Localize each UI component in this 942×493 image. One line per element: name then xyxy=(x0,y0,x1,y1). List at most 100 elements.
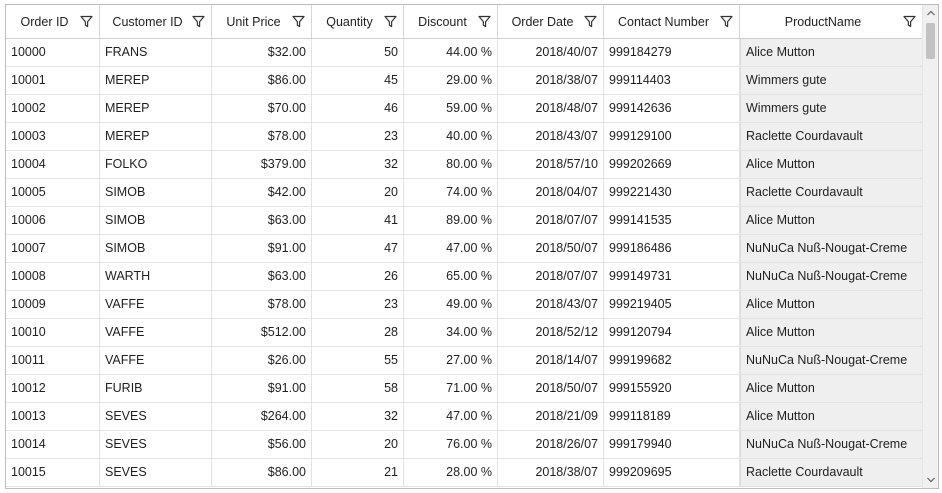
cell-product-name[interactable]: Alice Mutton xyxy=(740,151,922,178)
cell-quantity[interactable]: 58 xyxy=(312,375,404,402)
cell-quantity[interactable]: 47 xyxy=(312,235,404,262)
cell-contact-number[interactable]: 999199682 xyxy=(604,347,740,374)
cell-order-date[interactable]: 2018/07/07 xyxy=(498,207,604,234)
cell-quantity[interactable]: 46 xyxy=(312,95,404,122)
cell-unit-price[interactable]: $512.00 xyxy=(212,319,312,346)
cell-order-date[interactable]: 2018/43/07 xyxy=(498,291,604,318)
cell-product-name[interactable]: Alice Mutton xyxy=(740,39,922,66)
cell-customer-id[interactable]: SEVES xyxy=(100,403,212,430)
cell-order-date[interactable]: 2018/50/07 xyxy=(498,375,604,402)
cell-product-name[interactable]: Alice Mutton xyxy=(740,375,922,402)
cell-order-date[interactable]: 2018/48/07 xyxy=(498,95,604,122)
cell-contact-number[interactable]: 999129100 xyxy=(604,123,740,150)
table-row[interactable]: 10007 SIMOB $91.00 47 47.00 % 2018/50/07 99918… xyxy=(6,235,922,263)
cell-product-name[interactable]: NuNuCa Nuß-Nougat-Creme xyxy=(740,431,922,458)
cell-order-date[interactable]: 2018/57/10 xyxy=(498,151,604,178)
cell-order-id[interactable]: 10009 xyxy=(6,291,100,318)
cell-unit-price[interactable]: $63.00 xyxy=(212,263,312,290)
column-header-unit-price[interactable]: Unit Price xyxy=(212,5,312,38)
cell-order-id[interactable]: 10000 xyxy=(6,39,100,66)
cell-order-date[interactable]: 2018/14/07 xyxy=(498,347,604,374)
table-row[interactable]: 10014 SEVES $56.00 20 76.00 % 2018/26/07 99917… xyxy=(6,431,922,459)
cell-customer-id[interactable]: MEREP xyxy=(100,67,212,94)
cell-contact-number[interactable]: 999155920 xyxy=(604,375,740,402)
cell-quantity[interactable]: 26 xyxy=(312,263,404,290)
cell-order-id[interactable]: 10010 xyxy=(6,319,100,346)
cell-product-name[interactable]: Alice Mutton xyxy=(740,207,922,234)
cell-order-id[interactable]: 10002 xyxy=(6,95,100,122)
cell-unit-price[interactable]: $70.00 xyxy=(212,95,312,122)
cell-quantity[interactable]: 28 xyxy=(312,319,404,346)
cell-contact-number[interactable]: 999179940 xyxy=(604,431,740,458)
cell-discount[interactable]: 28.00 % xyxy=(404,459,498,486)
cell-unit-price[interactable]: $78.00 xyxy=(212,291,312,318)
table-row[interactable]: 10000 FRANS $32.00 50 44.00 % 2018/40/07 99918… xyxy=(6,39,922,67)
table-row[interactable]: 10012 FURIB $91.00 58 71.00 % 2018/50/07 99915… xyxy=(6,375,922,403)
cell-order-id[interactable]: 10013 xyxy=(6,403,100,430)
cell-discount[interactable]: 76.00 % xyxy=(404,431,498,458)
cell-customer-id[interactable]: MEREP xyxy=(100,95,212,122)
cell-discount[interactable]: 89.00 % xyxy=(404,207,498,234)
cell-customer-id[interactable]: VAFFE xyxy=(100,319,212,346)
column-header-customer-id[interactable]: Customer ID xyxy=(100,5,212,38)
cell-discount[interactable]: 47.00 % xyxy=(404,403,498,430)
cell-customer-id[interactable]: SIMOB xyxy=(100,179,212,206)
cell-contact-number[interactable]: 999114403 xyxy=(604,67,740,94)
cell-quantity[interactable]: 50 xyxy=(312,39,404,66)
cell-order-id[interactable]: 10006 xyxy=(6,207,100,234)
cell-order-id[interactable]: 10005 xyxy=(6,179,100,206)
filter-icon[interactable] xyxy=(719,14,733,28)
cell-unit-price[interactable]: $86.00 xyxy=(212,67,312,94)
cell-customer-id[interactable]: SIMOB xyxy=(100,235,212,262)
cell-discount[interactable]: 74.00 % xyxy=(404,179,498,206)
cell-contact-number[interactable]: 999120794 xyxy=(604,319,740,346)
filter-icon[interactable] xyxy=(477,14,491,28)
cell-unit-price[interactable]: $63.00 xyxy=(212,207,312,234)
cell-product-name[interactable]: Raclette Courdavault xyxy=(740,459,922,486)
cell-discount[interactable]: 29.00 % xyxy=(404,67,498,94)
cell-quantity[interactable]: 20 xyxy=(312,179,404,206)
cell-unit-price[interactable]: $42.00 xyxy=(212,179,312,206)
cell-unit-price[interactable]: $86.00 xyxy=(212,459,312,486)
cell-order-id[interactable]: 10014 xyxy=(6,431,100,458)
column-header-order-date[interactable]: Order Date xyxy=(498,5,604,38)
cell-contact-number[interactable]: 999149731 xyxy=(604,263,740,290)
cell-order-id[interactable]: 10008 xyxy=(6,263,100,290)
filter-icon[interactable] xyxy=(291,14,305,28)
cell-product-name[interactable]: Alice Mutton xyxy=(740,319,922,346)
cell-quantity[interactable]: 32 xyxy=(312,151,404,178)
cell-customer-id[interactable]: FRANS xyxy=(100,39,212,66)
cell-product-name[interactable]: NuNuCa Nuß-Nougat-Creme xyxy=(740,235,922,262)
cell-order-id[interactable]: 10011 xyxy=(6,347,100,374)
filter-icon[interactable] xyxy=(583,14,597,28)
cell-order-date[interactable]: 2018/38/07 xyxy=(498,67,604,94)
cell-contact-number[interactable]: 999141535 xyxy=(604,207,740,234)
cell-customer-id[interactable]: SEVES xyxy=(100,431,212,458)
cell-discount[interactable]: 71.00 % xyxy=(404,375,498,402)
cell-discount[interactable]: 40.00 % xyxy=(404,123,498,150)
filter-icon[interactable] xyxy=(383,14,397,28)
vertical-scrollbar[interactable] xyxy=(922,5,938,488)
cell-quantity[interactable]: 23 xyxy=(312,123,404,150)
cell-quantity[interactable]: 23 xyxy=(312,291,404,318)
cell-order-date[interactable]: 2018/38/07 xyxy=(498,459,604,486)
cell-order-id[interactable]: 10007 xyxy=(6,235,100,262)
cell-customer-id[interactable]: FURIB xyxy=(100,375,212,402)
cell-customer-id[interactable]: MEREP xyxy=(100,123,212,150)
cell-unit-price[interactable]: $91.00 xyxy=(212,375,312,402)
cell-discount[interactable]: 59.00 % xyxy=(404,95,498,122)
cell-unit-price[interactable]: $56.00 xyxy=(212,431,312,458)
cell-contact-number[interactable]: 999186486 xyxy=(604,235,740,262)
scroll-up-button[interactable] xyxy=(923,5,938,21)
scroll-down-button[interactable] xyxy=(923,472,938,488)
cell-contact-number[interactable]: 999118189 xyxy=(604,403,740,430)
cell-discount[interactable]: 34.00 % xyxy=(404,319,498,346)
cell-quantity[interactable]: 21 xyxy=(312,459,404,486)
cell-unit-price[interactable]: $264.00 xyxy=(212,403,312,430)
cell-order-id[interactable]: 10004 xyxy=(6,151,100,178)
cell-discount[interactable]: 65.00 % xyxy=(404,263,498,290)
cell-unit-price[interactable]: $379.00 xyxy=(212,151,312,178)
cell-discount[interactable]: 47.00 % xyxy=(404,235,498,262)
filter-icon[interactable] xyxy=(191,14,205,28)
table-row[interactable]: 10011 VAFFE $26.00 55 27.00 % 2018/14/07 99919… xyxy=(6,347,922,375)
